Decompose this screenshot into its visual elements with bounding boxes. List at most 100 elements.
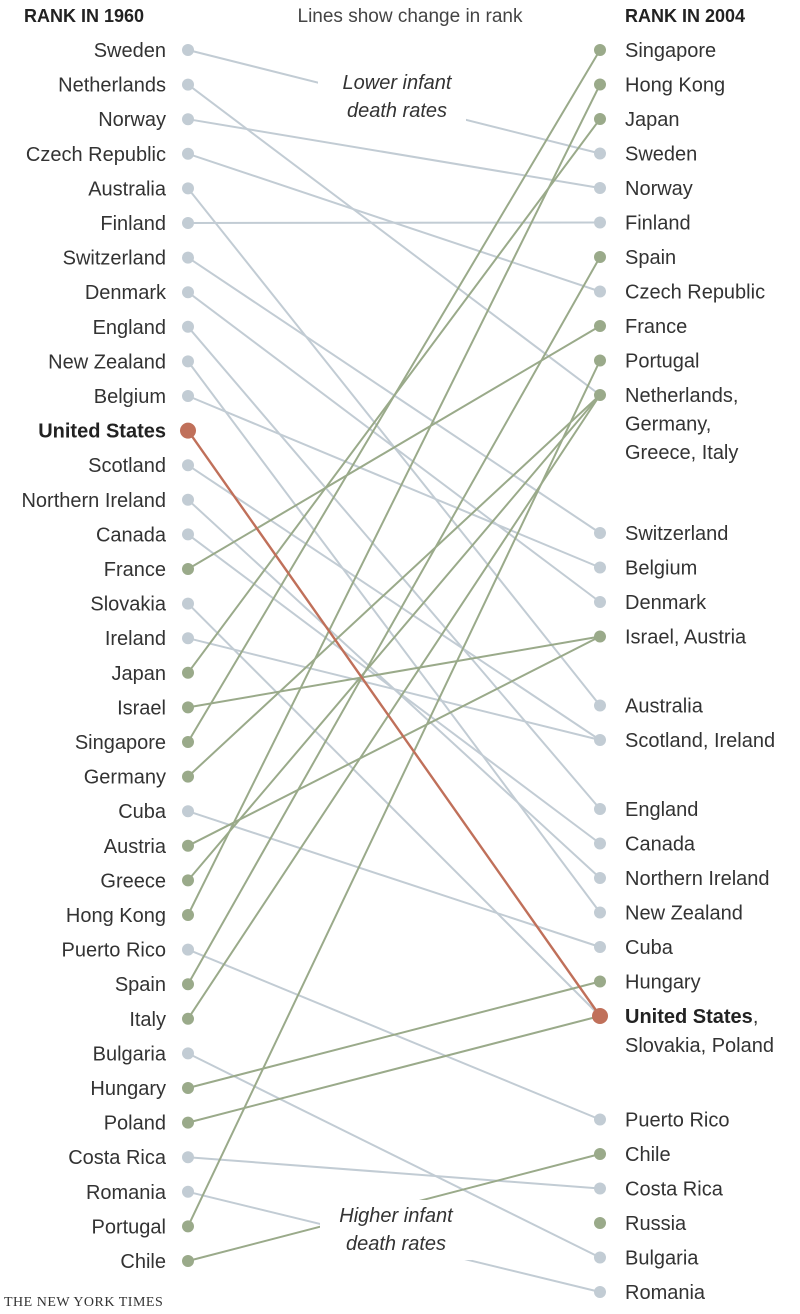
- right-header: RANK IN 2004: [625, 6, 745, 26]
- rank-change-line: [187, 1052, 601, 1259]
- left-label-cuba: Cuba: [118, 801, 167, 823]
- right-label-denmark: Denmark: [625, 592, 707, 614]
- left-rank-dot: [182, 320, 194, 333]
- left-rank-dot: [182, 1220, 194, 1233]
- left-label-netherlands: Netherlands: [58, 75, 166, 97]
- right-rank-dot: [594, 630, 606, 643]
- right-rank-dot: [594, 1286, 606, 1298]
- left-label-england: England: [93, 317, 166, 339]
- right-label-netherlands-line-3: Greece, Italy: [625, 442, 738, 464]
- rank-dots: [180, 44, 608, 1298]
- right-rank-dot: [594, 699, 606, 712]
- left-label-denmark: Denmark: [85, 282, 167, 304]
- left-label-costa-rica: Costa Rica: [68, 1147, 167, 1169]
- left-label-slovakia: Slovakia: [90, 594, 166, 616]
- left-rank-dot: [182, 147, 194, 160]
- left-rank-dot: [182, 1047, 194, 1060]
- left-label-israel: Israel: [117, 697, 166, 719]
- left-label-sweden: Sweden: [94, 40, 166, 62]
- bottom-annotation-line-2: death rates: [346, 1233, 446, 1255]
- rank-change-line: [187, 1015, 601, 1124]
- right-label-scotland-ireland: Scotland, Ireland: [625, 730, 775, 752]
- left-rank-dot: [182, 1151, 194, 1164]
- left-rank-dot: [182, 286, 194, 299]
- left-rank-dot: [182, 1116, 194, 1129]
- right-label-netherlands-line-2: Germany,: [625, 414, 711, 436]
- right-label-portugal: Portugal: [625, 351, 700, 373]
- left-rank-dot: [182, 909, 194, 921]
- left-label-bulgaria: Bulgaria: [93, 1043, 167, 1065]
- left-label-finland: Finland: [100, 213, 166, 235]
- left-rank-dot: [182, 701, 194, 714]
- left-label-canada: Canada: [96, 524, 167, 546]
- top-annotation-line-1: Lower infant: [343, 72, 453, 94]
- right-label-chile: Chile: [625, 1144, 671, 1166]
- left-rank-dot: [182, 943, 194, 956]
- right-label-sweden: Sweden: [625, 144, 697, 166]
- left-label-france: France: [104, 559, 166, 581]
- right-label-belgium: Belgium: [625, 558, 697, 580]
- left-label-poland: Poland: [104, 1113, 166, 1135]
- rank-change-line: [187, 84, 601, 916]
- right-rank-dot: [594, 734, 606, 746]
- left-label-greece: Greece: [100, 870, 166, 892]
- left-rank-dot: [182, 597, 194, 610]
- left-label-japan: Japan: [112, 663, 167, 685]
- rank-change-line: [187, 1156, 601, 1190]
- right-label-canada: Canada: [625, 834, 696, 856]
- right-label-russia: Russia: [625, 1213, 687, 1235]
- right-rank-dot: [594, 78, 606, 91]
- left-label-ireland: Ireland: [105, 628, 166, 650]
- left-label-hungary: Hungary: [90, 1078, 166, 1100]
- right-rank-dot: [594, 216, 606, 229]
- right-label-netherlands: Netherlands,: [625, 385, 738, 407]
- right-label-costa-rica: Costa Rica: [625, 1179, 724, 1201]
- rank-change-line: [187, 602, 601, 1017]
- left-rank-dot: [182, 355, 194, 368]
- left-rank-dot: [180, 422, 196, 439]
- right-rank-dot: [594, 44, 606, 56]
- left-rank-dot: [182, 874, 194, 887]
- credit-line: THE NEW YORK TIMES: [4, 1295, 163, 1310]
- left-label-czech-republic: Czech Republic: [26, 144, 166, 166]
- right-label-singapore: Singapore: [625, 40, 716, 62]
- left-label-italy: Italy: [129, 1009, 166, 1031]
- left-rank-dot: [182, 217, 194, 229]
- rank-change-line: [187, 464, 601, 741]
- connection-lines: [187, 49, 601, 1293]
- top-annotation-backdrop: [318, 66, 466, 126]
- rank-change-line: [187, 810, 601, 948]
- right-rank-dot: [594, 803, 606, 815]
- left-label-new-zealand: New Zealand: [48, 351, 166, 373]
- rank-change-line: [187, 395, 601, 569]
- rank-change-line: [187, 394, 601, 882]
- left-rank-dot: [182, 632, 194, 645]
- right-rank-dot: [594, 906, 606, 919]
- left-rank-dot: [182, 78, 194, 91]
- right-rank-dot: [594, 561, 606, 574]
- bottom-annotation-line-1: Higher infant: [339, 1205, 454, 1227]
- rank-change-line: [187, 394, 601, 778]
- right-label-finland: Finland: [625, 213, 691, 235]
- right-rank-dot: [594, 285, 606, 298]
- right-rank-dot: [594, 1251, 606, 1264]
- left-rank-dot: [182, 182, 194, 195]
- rank-change-line: [187, 326, 601, 810]
- left-rank-dot: [182, 1185, 194, 1198]
- right-label-israel-austria: Israel, Austria: [625, 627, 747, 649]
- left-rank-dot: [182, 736, 194, 748]
- right-label-australia: Australia: [625, 696, 704, 718]
- right-rank-dot: [594, 1113, 606, 1126]
- right-rank-dot: [594, 1148, 606, 1160]
- right-label-northern-ireland: Northern Ireland: [625, 868, 770, 890]
- right-label-france: France: [625, 316, 687, 338]
- right-rank-dot: [594, 389, 606, 401]
- left-label-chile: Chile: [120, 1251, 166, 1273]
- right-label-highlight-comma: ,: [753, 1006, 759, 1028]
- left-rank-dot: [182, 805, 194, 818]
- right-label-cuba: Cuba: [625, 937, 674, 959]
- rank-labels: Sweden Netherlands Norway Czech Republic Aus…: [21, 40, 775, 1304]
- left-rank-dot: [182, 44, 194, 56]
